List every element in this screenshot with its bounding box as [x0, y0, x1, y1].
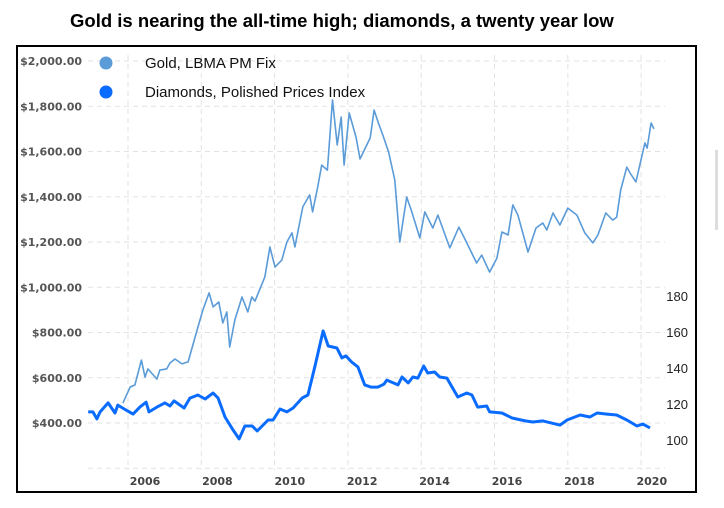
- y-left-tick-label: $1,600.00: [20, 146, 82, 159]
- y-left-tick-label: $1,800.00: [20, 100, 82, 113]
- y-right-tick-label: 120: [666, 397, 688, 412]
- x-tick-label: 2014: [419, 475, 450, 488]
- y-right-tick-label: 100: [666, 433, 688, 448]
- y-left-tick-label: $600.00: [32, 372, 82, 385]
- legend-marker-gold: [99, 56, 113, 70]
- y-right-tick-label: 140: [666, 361, 688, 376]
- series-lines: [88, 99, 655, 441]
- y-right-tick-label: 160: [666, 325, 688, 340]
- y-left-tick-label: $1,400.00: [20, 191, 82, 204]
- legend: Gold, LBMA PM Fix Diamonds, Polished Pric…: [99, 55, 366, 101]
- x-tick-label: 2006: [130, 475, 161, 488]
- series-line-diamonds: [88, 329, 651, 441]
- x-tick-label: 2018: [564, 475, 595, 488]
- y-left-tick-label: $400.00: [32, 417, 82, 430]
- x-tick-label: 2012: [347, 475, 378, 488]
- y-left-tick-label: $1,200.00: [20, 236, 82, 249]
- legend-label-gold: Gold, LBMA PM Fix: [145, 55, 276, 72]
- y-left-tick-label: $1,000.00: [20, 281, 82, 294]
- legend-marker-diamonds: [99, 85, 113, 99]
- x-tick-label: 2016: [492, 475, 523, 488]
- chart-frame: [16, 45, 697, 493]
- scrollbar: [715, 150, 718, 230]
- x-tick-label: 2008: [202, 475, 233, 488]
- legend-label-diamonds: Diamonds, Polished Prices Index: [145, 84, 366, 101]
- series-line-gold: [122, 99, 655, 404]
- chart-title: Gold is nearing the all-time high; diamo…: [70, 10, 614, 31]
- axis-labels: $2,000.00 $1,800.00 $1,600.00 $1,400.00 $1,2…: [20, 55, 688, 488]
- y-left-tick-label: $2,000.00: [20, 55, 82, 68]
- x-tick-label: 2020: [636, 475, 667, 488]
- y-left-tick-label: $800.00: [32, 327, 82, 340]
- x-tick-label: 2010: [274, 475, 305, 488]
- y-right-tick-label: 180: [666, 289, 688, 304]
